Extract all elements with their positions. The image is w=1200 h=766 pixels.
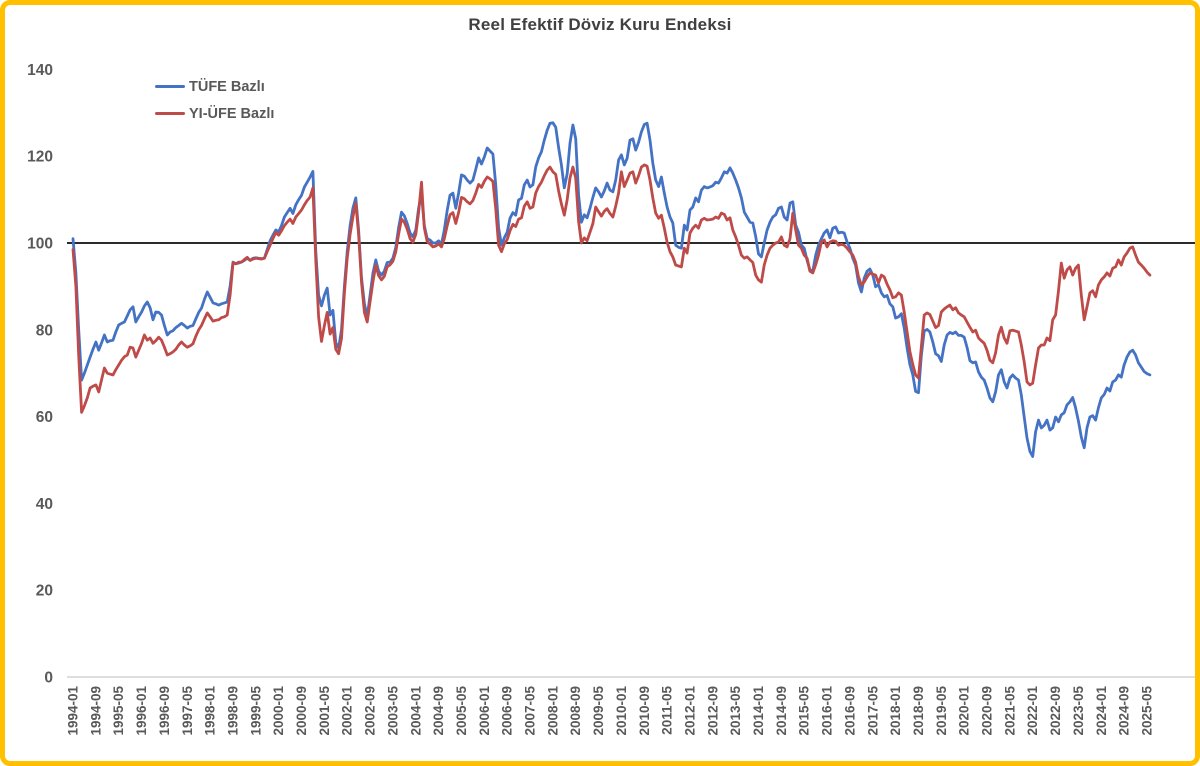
x-tick-label: 2024-01	[1094, 686, 1109, 736]
x-tick-label: 2016-09	[842, 686, 857, 736]
x-tick-label: 2012-09	[705, 686, 720, 736]
y-tick-label: 120	[27, 149, 53, 166]
x-tick-label: 2018-09	[911, 686, 926, 736]
x-tick-label: 2008-09	[568, 686, 583, 736]
x-tick-label: 2011-05	[660, 686, 675, 735]
x-tick-label: 2008-01	[545, 686, 560, 736]
yufe-legend-line-icon	[155, 111, 185, 116]
yufe-legend-label: YI-ÜFE Bazlı	[189, 105, 275, 122]
x-tick-label: 2018-01	[888, 686, 903, 736]
x-tick-label: 1997-05	[180, 686, 195, 736]
x-tick-label: 2020-09	[980, 686, 995, 736]
x-tick-label: 2019-05	[934, 686, 949, 736]
x-tick-label: 1995-05	[111, 686, 126, 736]
x-tick-label: 2009-05	[591, 686, 606, 736]
y-axis-labels: 0 20 40 60 80 100 120 140	[27, 62, 53, 687]
y-tick-label: 100	[27, 236, 53, 253]
yufe-series-line	[71, 163, 1152, 414]
y-tick-label: 0	[44, 670, 53, 687]
x-tick-label: 1994-09	[88, 686, 103, 736]
x-axis-labels: 1994-01 1994-09 1995-05 1996-01 1996-09 1997-…	[66, 686, 1155, 736]
tufe-legend-label: TÜFE Bazlı	[189, 78, 265, 95]
x-tick-label: 2010-09	[637, 686, 652, 736]
x-tick-label: 1999-05	[248, 686, 263, 736]
tufe-legend-line-icon	[155, 84, 185, 89]
y-tick-label: 140	[27, 62, 53, 79]
x-tick-label: 2017-05	[865, 686, 880, 736]
x-tick-label: 2004-01	[408, 686, 423, 736]
x-tick-label: 1998-09	[226, 686, 241, 736]
x-tick-label: 2015-05	[797, 686, 812, 736]
x-tick-label: 2010-01	[614, 686, 629, 736]
x-tick-label: 2002-09	[363, 686, 378, 736]
x-tick-label: 2020-01	[957, 686, 972, 736]
chart-title: Reel Efektif Döviz Kuru Endeksi	[468, 15, 732, 34]
x-tick-label: 2016-01	[820, 686, 835, 736]
x-tick-label: 2005-05	[454, 686, 469, 736]
x-tick-label: 2021-05	[1002, 686, 1017, 736]
x-tick-label: 2014-01	[751, 686, 766, 736]
x-tick-label: 2022-09	[1048, 686, 1063, 736]
y-tick-label: 60	[36, 409, 53, 426]
legend-item-yufe: YI-ÜFE Bazlı	[155, 100, 274, 127]
x-tick-label: 1996-01	[134, 686, 149, 736]
y-tick-label: 80	[36, 322, 53, 339]
tufe-series-line	[71, 121, 1152, 458]
x-tick-label: 2001-05	[317, 686, 332, 736]
legend: TÜFE Bazlı YI-ÜFE Bazlı	[155, 73, 274, 127]
x-tick-label: 1996-09	[157, 686, 172, 736]
x-tick-label: 2013-05	[728, 686, 743, 736]
x-tick-label: 2007-05	[523, 686, 538, 736]
y-tick-label: 40	[36, 496, 53, 513]
x-tick-label: 2022-01	[1025, 686, 1040, 736]
x-tick-label: 2000-01	[271, 686, 286, 736]
x-tick-label: 2004-09	[431, 686, 446, 736]
x-tick-label: 1998-01	[203, 686, 218, 736]
x-tick-label: 2025-05	[1140, 686, 1155, 736]
legend-item-tufe: TÜFE Bazlı	[155, 73, 274, 100]
y-tick-label: 20	[36, 583, 53, 600]
x-tick-label: 2024-09	[1117, 686, 1132, 736]
x-tick-label: 2006-09	[500, 686, 515, 736]
x-tick-label: 2002-01	[340, 686, 355, 736]
x-tick-label: 2023-05	[1071, 686, 1086, 736]
x-tick-label: 2000-09	[294, 686, 309, 736]
x-tick-label: 2006-01	[477, 686, 492, 736]
x-tick-label: 1994-01	[66, 686, 81, 736]
x-tick-label: 2012-01	[683, 686, 698, 736]
x-tick-label: 2014-09	[774, 686, 789, 736]
x-tick-label: 2003-05	[385, 686, 400, 736]
